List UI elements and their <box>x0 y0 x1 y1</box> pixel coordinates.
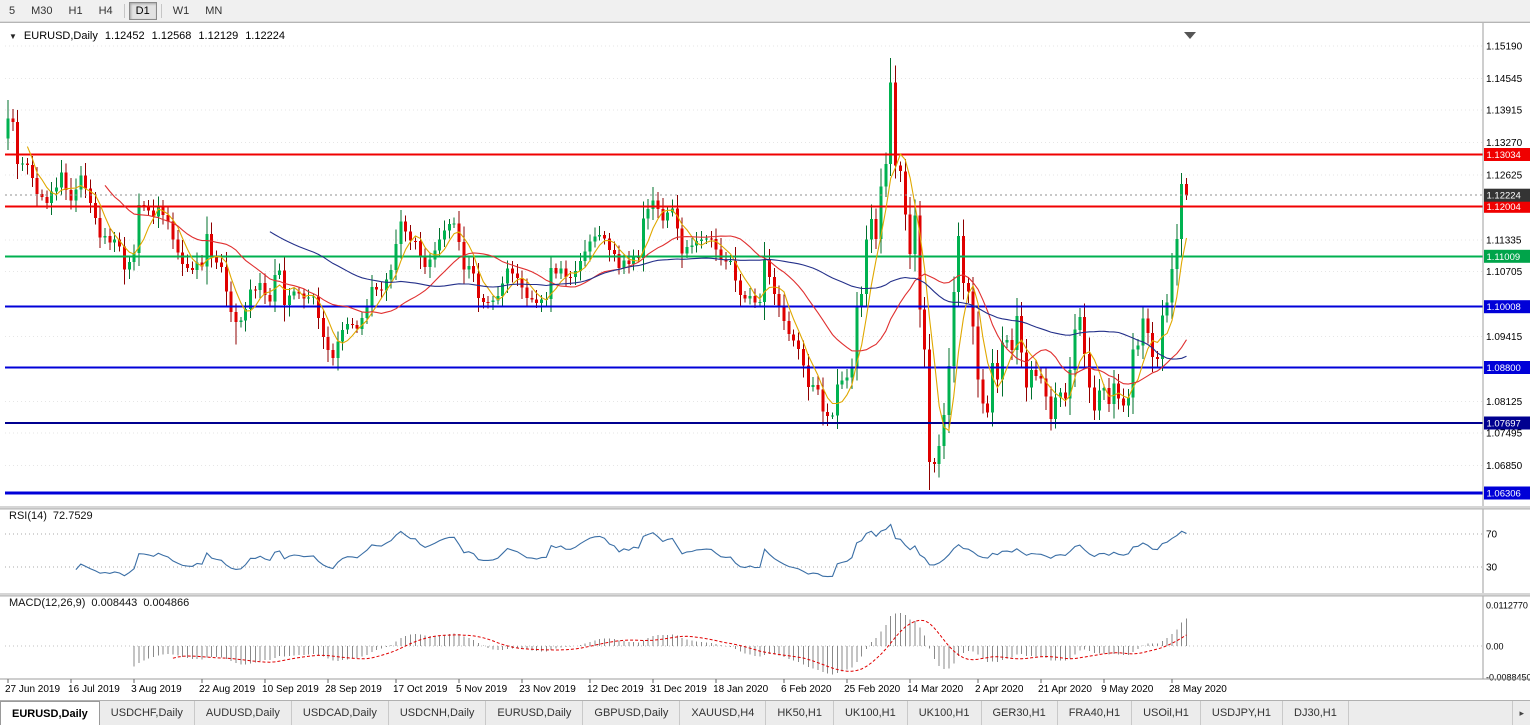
svg-text:21 Apr 2020: 21 Apr 2020 <box>1038 684 1092 695</box>
svg-text:1.08800: 1.08800 <box>1487 363 1521 374</box>
svg-text:1.10008: 1.10008 <box>1487 302 1521 313</box>
chart-tab-hk50-h1[interactable]: HK50,H1 <box>766 701 834 725</box>
chart-tab-fra40-h1[interactable]: FRA40,H1 <box>1058 701 1133 725</box>
svg-text:0.00: 0.00 <box>1486 642 1504 652</box>
toolbar-separator <box>160 3 162 18</box>
svg-text:14 Mar 2020: 14 Mar 2020 <box>907 684 964 695</box>
svg-text:2 Apr 2020: 2 Apr 2020 <box>975 684 1024 695</box>
svg-text:1.14545: 1.14545 <box>1486 74 1523 85</box>
ohlc-low: 1.12129 <box>198 30 239 42</box>
chart-tab-usdjpy-h1[interactable]: USDJPY,H1 <box>1201 701 1284 725</box>
svg-text:0.0112770: 0.0112770 <box>1486 601 1528 611</box>
svg-text:1.10705: 1.10705 <box>1486 267 1523 278</box>
chart-tab-eurusd-daily[interactable]: EURUSD,Daily <box>486 701 584 725</box>
svg-text:1.12004: 1.12004 <box>1487 202 1521 213</box>
svg-text:30: 30 <box>1486 563 1498 574</box>
svg-text:22 Aug 2019: 22 Aug 2019 <box>199 684 256 695</box>
timeframe-button-h4[interactable]: H4 <box>98 4 113 17</box>
svg-text:12 Dec 2019: 12 Dec 2019 <box>587 684 644 695</box>
svg-text:9 May 2020: 9 May 2020 <box>1101 684 1154 695</box>
chart-expand-icon[interactable]: ▼ <box>9 31 17 41</box>
toolbar-separator <box>123 3 125 18</box>
chart-tab-xauusd-h4[interactable]: XAUUSD,H4 <box>680 701 767 725</box>
svg-text:23 Nov 2019: 23 Nov 2019 <box>519 684 576 695</box>
svg-text:28 Sep 2019: 28 Sep 2019 <box>325 684 382 695</box>
macd-signal-value: 0.004866 <box>143 597 190 609</box>
timeframe-button-d1[interactable]: D1 <box>128 1 157 20</box>
chart-tabbar: EURUSD,Daily USDCHF,Daily AUDUSD,Daily USDC… <box>0 700 1530 725</box>
chart-tab-dj30-h1[interactable]: DJ30,H1 <box>1283 701 1349 725</box>
macd-main-value: 0.008443 <box>91 597 138 609</box>
svg-text:1.06306: 1.06306 <box>1487 488 1521 499</box>
svg-text:1.09415: 1.09415 <box>1486 332 1523 343</box>
timeframe-button-m30[interactable]: M30 <box>31 4 53 17</box>
svg-text:1.13034: 1.13034 <box>1487 150 1521 161</box>
chart-tab-usdchf-daily[interactable]: USDCHF,Daily <box>100 701 195 725</box>
chart-tab-gbpusd-daily[interactable]: GBPUSD,Daily <box>583 701 681 725</box>
svg-text:25 Feb 2020: 25 Feb 2020 <box>844 684 901 695</box>
ohlc-open: 1.12452 <box>104 30 145 42</box>
svg-text:1.13270: 1.13270 <box>1486 138 1523 149</box>
svg-text:-0.0088450: -0.0088450 <box>1486 673 1530 683</box>
macd-indicator-label: MACD(12,26,9) 0.008443 0.004866 <box>9 597 189 609</box>
macd-name: MACD(12,26,9) <box>9 597 86 609</box>
chart-tab-usdcnh-daily[interactable]: USDCNH,Daily <box>389 701 487 725</box>
svg-text:5 Nov 2019: 5 Nov 2019 <box>456 684 508 695</box>
svg-text:70: 70 <box>1486 529 1498 540</box>
timeframe-button-5[interactable]: 5 <box>9 4 16 17</box>
svg-text:18 Jan 2020: 18 Jan 2020 <box>713 684 768 695</box>
rsi-value: 72.7529 <box>52 510 93 522</box>
svg-text:17 Oct 2019: 17 Oct 2019 <box>393 684 448 695</box>
ohlc-high: 1.12568 <box>151 30 192 42</box>
timeframe-button-h1[interactable]: H1 <box>68 4 83 17</box>
chart-info-line: ▼ EURUSD,Daily 1.12452 1.12568 1.12129 1… <box>9 30 285 42</box>
svg-text:1.13915: 1.13915 <box>1486 106 1523 117</box>
svg-text:1.15190: 1.15190 <box>1486 42 1523 53</box>
chart-tab-ger30-h1[interactable]: GER30,H1 <box>982 701 1058 725</box>
svg-text:1.11335: 1.11335 <box>1486 235 1522 246</box>
chart-window: 1.15190 1.14545 1.13915 1.13270 1.12625 1.113… <box>0 22 1530 700</box>
timeframe-toolbar: 5 M30 H1 H4 D1 W1 MN <box>0 0 1530 22</box>
chart-tab-audusd-daily[interactable]: AUDUSD,Daily <box>195 701 292 725</box>
svg-text:6 Feb 2020: 6 Feb 2020 <box>781 684 832 695</box>
svg-text:16 Jul 2019: 16 Jul 2019 <box>68 684 120 695</box>
svg-text:3 Aug 2019: 3 Aug 2019 <box>131 684 182 695</box>
timeframe-button-w1[interactable]: W1 <box>172 4 190 17</box>
price-chart-canvas[interactable]: 1.15190 1.14545 1.13915 1.13270 1.12625 1.113… <box>0 23 1530 699</box>
svg-text:1.08125: 1.08125 <box>1486 397 1523 408</box>
svg-text:1.06850: 1.06850 <box>1486 461 1523 472</box>
chart-tab-uk100-h1[interactable]: UK100,H1 <box>834 701 908 725</box>
svg-text:1.12224: 1.12224 <box>1487 191 1521 202</box>
rsi-indicator-label: RSI(14) 72.7529 <box>9 510 93 522</box>
tab-scroll-right-button[interactable]: ▸ <box>1512 701 1530 725</box>
svg-text:1.11009: 1.11009 <box>1487 252 1521 263</box>
chart-symbol-label: EURUSD,Daily <box>23 30 98 42</box>
svg-text:31 Dec 2019: 31 Dec 2019 <box>650 684 707 695</box>
svg-text:1.07697: 1.07697 <box>1487 418 1521 429</box>
svg-text:1.07495: 1.07495 <box>1486 429 1523 440</box>
svg-text:28 May 2020: 28 May 2020 <box>1169 684 1227 695</box>
ohlc-close: 1.12224 <box>245 30 285 42</box>
rsi-name: RSI(14) <box>9 510 47 522</box>
chart-tab-uk100-h1[interactable]: UK100,H1 <box>908 701 982 725</box>
timeframe-button-mn[interactable]: MN <box>205 4 223 17</box>
chart-tab-eurusd-daily[interactable]: EURUSD,Daily <box>0 701 100 725</box>
svg-text:1.12625: 1.12625 <box>1486 171 1523 182</box>
svg-text:10 Sep 2019: 10 Sep 2019 <box>262 684 319 695</box>
chart-tab-usdcad-daily[interactable]: USDCAD,Daily <box>292 701 389 725</box>
chart-tab-usoil-h1[interactable]: USOil,H1 <box>1132 701 1201 725</box>
svg-text:27 Jun 2019: 27 Jun 2019 <box>5 684 60 695</box>
